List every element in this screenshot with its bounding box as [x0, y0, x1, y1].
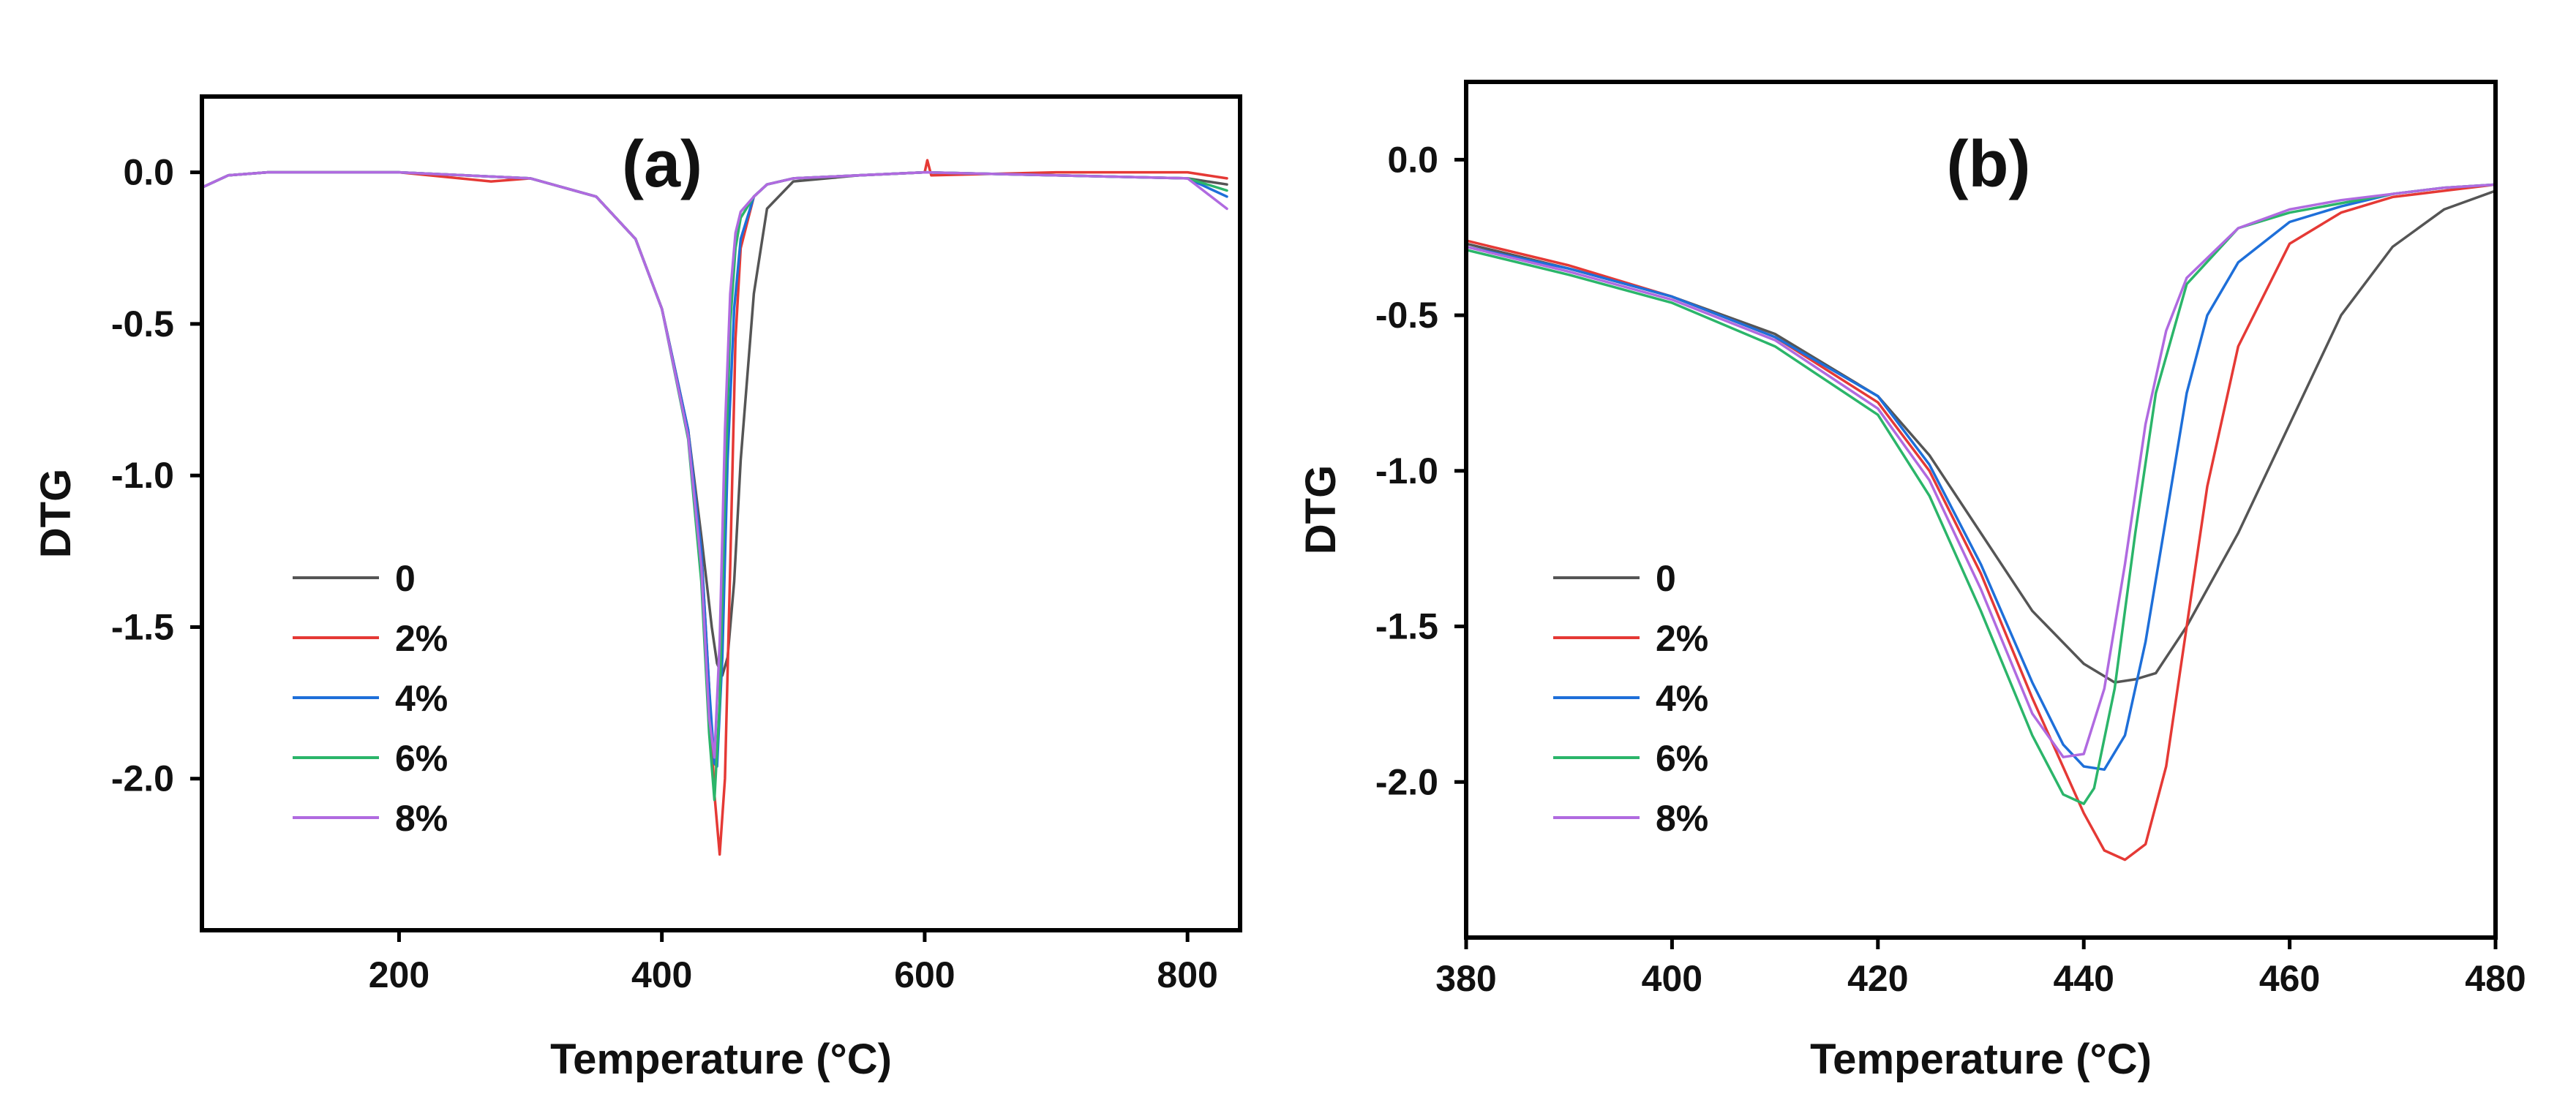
series-group [1466, 183, 2496, 861]
y-tick-label: 0.0 [123, 152, 174, 193]
legend-label: 6% [395, 738, 448, 779]
series-line-8pct [1466, 183, 2496, 758]
plot-frame [200, 94, 1242, 932]
legend-label: 0 [1656, 558, 1676, 599]
x-tick-label: 200 [369, 954, 429, 995]
panel-a-chart: 200 400 600 800 0.0 -0.5 -1.0 -1.5 -2.0 (a) Temper… [32, 94, 1242, 1083]
series-group [202, 159, 1228, 856]
legend-label: 0 [395, 558, 416, 599]
series-line-0 [202, 170, 1228, 677]
x-tick-label: 480 [2465, 958, 2526, 999]
legend-label: 2% [1656, 618, 1708, 659]
panel-label: (b) [1947, 128, 2031, 201]
x-tick-label: 420 [1847, 958, 1908, 999]
legend-label: 4% [395, 678, 448, 719]
x-axis-title: Temperature (°C) [550, 1036, 892, 1083]
legend-label: 8% [1656, 798, 1708, 839]
series-line-2pct [1466, 183, 2496, 861]
y-tick-label: -1.0 [111, 455, 174, 496]
series-line-4pct [202, 170, 1228, 768]
y-tick-label: -1.5 [1375, 606, 1438, 647]
x-axis-title: Temperature (°C) [1810, 1036, 2152, 1083]
legend-label: 4% [1656, 678, 1708, 719]
x-tick-label: 600 [894, 954, 955, 995]
legend: 0 2% 4% 6% 8% [1553, 558, 1708, 839]
series-line-2pct [202, 159, 1228, 856]
x-tick-label: 380 [1435, 958, 1496, 999]
legend-label: 8% [395, 798, 448, 839]
x-tick-label: 800 [1157, 954, 1217, 995]
series-line-4pct [1466, 183, 2496, 772]
y-tick-label: -0.5 [111, 303, 174, 344]
y-tick-label: -0.5 [1375, 295, 1438, 336]
x-tick-label: 400 [631, 954, 692, 995]
y-tick-label: -2.0 [111, 758, 174, 799]
y-axis-title: DTG [1297, 465, 1345, 554]
series-line-6pct [1466, 183, 2496, 805]
plot-frame [1464, 80, 2498, 940]
legend-label: 2% [395, 618, 448, 659]
y-tick-label: -1.5 [111, 606, 174, 647]
series-line-6pct [202, 170, 1228, 802]
y-tick-label: -1.0 [1375, 450, 1438, 491]
legend: 0 2% 4% 6% 8% [293, 558, 448, 839]
series-line-8pct [202, 170, 1228, 759]
legend-label: 6% [1656, 738, 1708, 779]
x-tick-label: 400 [1642, 958, 1702, 999]
panel-b-chart: 380 400 420 440 460 480 0.0 -0.5 -1.0 -1.5 -2.0 (b)… [1297, 80, 2526, 1083]
panel-label: (a) [622, 128, 702, 201]
y-axis-title: DTG [32, 469, 80, 558]
y-tick-label: -2.0 [1375, 761, 1438, 802]
y-tick-label: 0.0 [1387, 139, 1438, 180]
x-tick-label: 440 [2053, 958, 2114, 999]
x-tick-label: 460 [2259, 958, 2320, 999]
